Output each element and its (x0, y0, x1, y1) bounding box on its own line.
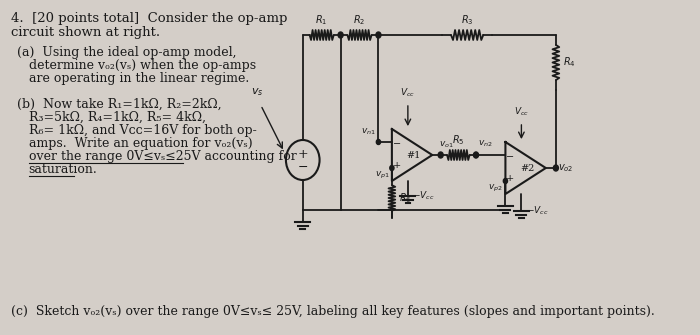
Text: $v_{p2}$: $v_{p2}$ (488, 183, 503, 194)
Text: $v_{o1}$: $v_{o1}$ (439, 139, 454, 150)
Text: 4.  [20 points total]  Consider the op-amp: 4. [20 points total] Consider the op-amp (11, 12, 287, 25)
Text: $V_{cc}$: $V_{cc}$ (514, 106, 529, 118)
Text: R₃=5kΩ, R₄=1kΩ, R₅= 4kΩ,: R₃=5kΩ, R₄=1kΩ, R₅= 4kΩ, (29, 111, 206, 124)
Text: (c)  Sketch vₒ₂(vₛ) over the range 0V≤vₛ≤ 25V, labeling all key features (slopes: (c) Sketch vₒ₂(vₛ) over the range 0V≤vₛ≤… (11, 305, 655, 318)
Text: $R_2$: $R_2$ (354, 13, 365, 27)
Circle shape (376, 32, 381, 38)
Circle shape (474, 152, 478, 157)
Text: −: − (298, 160, 308, 174)
Circle shape (438, 152, 443, 158)
Text: $v_{n2}$: $v_{n2}$ (477, 138, 492, 149)
Circle shape (503, 179, 507, 184)
Text: saturation.: saturation. (29, 163, 97, 176)
Circle shape (338, 32, 343, 38)
Text: amps.  Write an equation for vₒ₂(vₛ): amps. Write an equation for vₒ₂(vₛ) (29, 137, 252, 150)
Text: are operating in the linear regime.: are operating in the linear regime. (29, 72, 248, 85)
Text: $v_{o2}$: $v_{o2}$ (558, 162, 573, 174)
Circle shape (390, 165, 394, 171)
Text: $-V_{cc}$: $-V_{cc}$ (412, 189, 435, 201)
Text: +: + (393, 161, 401, 170)
Text: $R_3$: $R_3$ (461, 13, 473, 27)
Text: $v_{n1}$: $v_{n1}$ (361, 127, 376, 137)
Text: $V_{cc}$: $V_{cc}$ (400, 86, 415, 99)
Text: over the range 0V≤vₛ≤25V accounting for: over the range 0V≤vₛ≤25V accounting for (29, 150, 296, 163)
Text: +: + (298, 147, 308, 160)
Text: $R_6$: $R_6$ (398, 191, 412, 205)
Text: #2: #2 (520, 163, 535, 173)
Text: −: − (393, 140, 401, 149)
Text: $v_s$: $v_s$ (251, 86, 264, 98)
Text: +: + (506, 174, 514, 183)
Text: #1: #1 (407, 150, 421, 159)
Text: R₆= 1kΩ, and Vᴄᴄ=16V for both op-: R₆= 1kΩ, and Vᴄᴄ=16V for both op- (29, 124, 256, 137)
Circle shape (554, 165, 559, 171)
Text: $R_1$: $R_1$ (316, 13, 328, 27)
Text: $R_4$: $R_4$ (563, 56, 575, 69)
Text: circuit shown at right.: circuit shown at right. (11, 26, 160, 39)
Text: (a)  Using the ideal op-amp model,: (a) Using the ideal op-amp model, (17, 46, 237, 59)
Text: determine vₒ₂(vₛ) when the op-amps: determine vₒ₂(vₛ) when the op-amps (29, 59, 256, 72)
Circle shape (473, 152, 479, 158)
Circle shape (377, 139, 381, 144)
Text: (b)  Now take R₁=1kΩ, R₂=2kΩ,: (b) Now take R₁=1kΩ, R₂=2kΩ, (17, 98, 221, 111)
Text: −: − (506, 153, 514, 162)
Text: $-V_{cc}$: $-V_{cc}$ (526, 204, 548, 216)
Text: $R_5$: $R_5$ (452, 133, 465, 147)
Text: $v_{p1}$: $v_{p1}$ (374, 170, 389, 181)
